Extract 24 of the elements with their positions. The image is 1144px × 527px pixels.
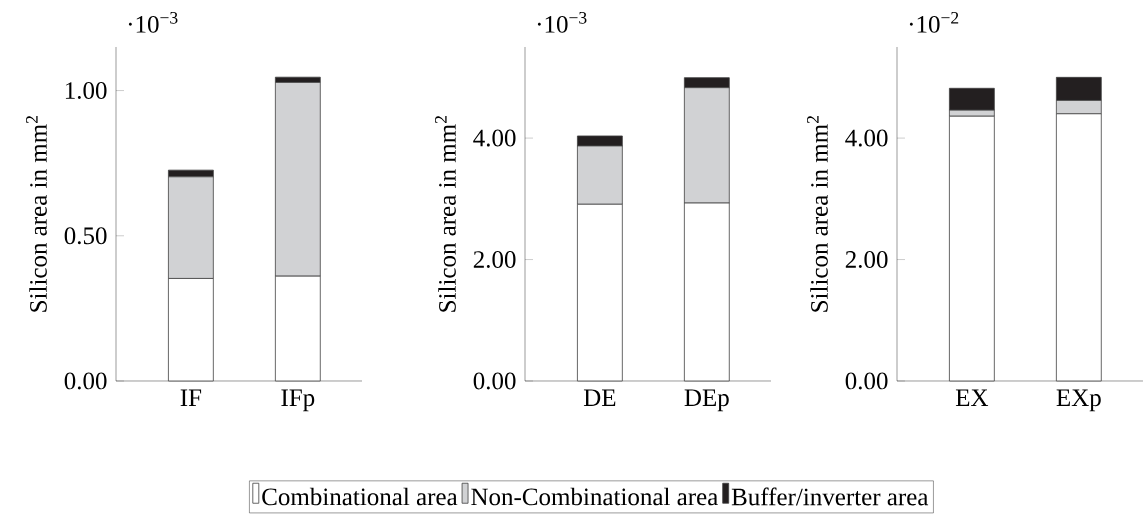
x-tick-label: EXp: [1056, 389, 1101, 412]
text: ·10$^{−3}$: [537, 11, 587, 33]
y-axis-title: Silicon area in mm$^{2}$: [806, 116, 828, 312]
text: ·10$^{−3}$: [128, 11, 178, 33]
y-axis-title: Silicon area in mm$^{2}$: [434, 116, 456, 312]
x-tick-label: IF: [180, 389, 202, 406]
legend-label: Buffer/inverter area: [731, 487, 929, 506]
legend-label: Non-Combinational area: [471, 487, 718, 506]
y-tick-label: 0.00: [64, 372, 107, 390]
x-tick-label: DEp: [684, 389, 729, 412]
x-tick-label: EX: [955, 389, 989, 406]
y-axis-title: Silicon area in mm$^{2}$: [26, 116, 47, 312]
y-tick-label: 0.00: [473, 372, 516, 390]
legend-label: Combinational area: [262, 487, 458, 506]
y-tick-label: 2.00: [473, 251, 516, 269]
y-tick-label: 4.00: [473, 129, 516, 147]
x-tick-label: IFp: [281, 389, 315, 412]
x-tick-label: DE: [583, 389, 616, 406]
y-tick-label: 2.00: [845, 251, 888, 269]
text: ·10$^{−2}$: [909, 11, 959, 33]
y-tick-label: 0.00: [845, 372, 888, 390]
y-tick-label: 4.00: [845, 129, 888, 147]
y-tick-label: 0.50: [64, 227, 107, 245]
y-tick-label: 1.00: [65, 82, 107, 100]
